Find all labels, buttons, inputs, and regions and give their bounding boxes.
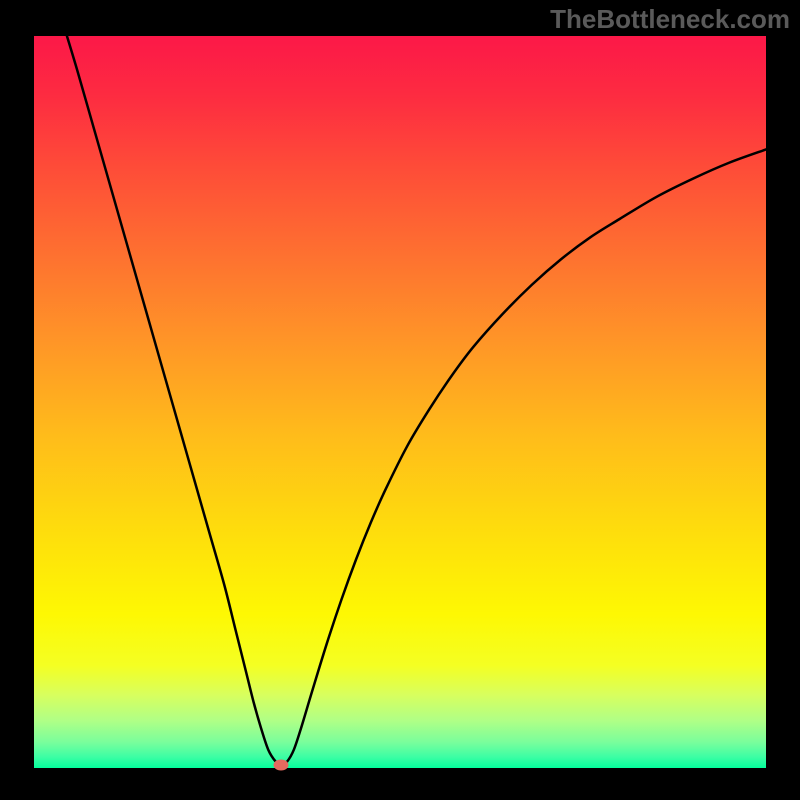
curve-svg — [34, 36, 766, 768]
plot-frame — [30, 32, 770, 772]
watermark-text: TheBottleneck.com — [550, 4, 790, 35]
bottleneck-curve — [67, 36, 766, 765]
optimum-marker — [274, 759, 289, 770]
